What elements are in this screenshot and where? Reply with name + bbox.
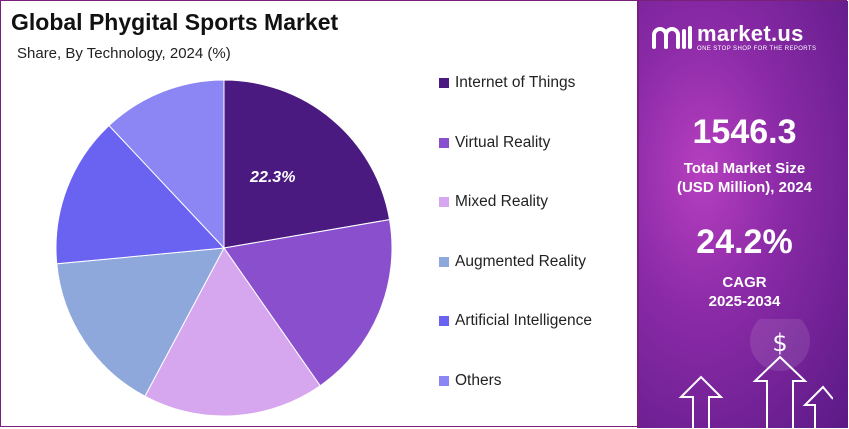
legend-swatch xyxy=(439,316,449,326)
market-us-logo-icon xyxy=(652,26,692,49)
legend-item-mixed-reality: Mixed Reality xyxy=(439,190,548,214)
brand: market.us ONE STOP SHOP FOR THE REPORTS xyxy=(651,23,816,53)
pie-slice-artificial-intelligence xyxy=(55,124,226,265)
legend-swatch xyxy=(439,197,449,207)
summary-panel: market.us ONE STOP SHOP FOR THE REPORTS … xyxy=(637,1,848,428)
legend-item-internet-of-things: Internet of Things xyxy=(439,71,575,95)
chart-subtitle: Share, By Technology, 2024 (%) xyxy=(17,45,231,62)
pie-slice-others xyxy=(108,79,225,250)
pie-slice-virtual-reality xyxy=(223,219,393,387)
legend-item-virtual-reality: Virtual Reality xyxy=(439,131,550,155)
chart-title: Global Phygital Sports Market xyxy=(11,9,339,35)
growth-arrows-dollar-icon: $ xyxy=(678,319,833,428)
cagr-label-line2: 2025-2034 xyxy=(708,293,781,310)
brand-tagline: ONE STOP SHOP FOR THE REPORTS xyxy=(697,46,817,52)
pie-slice-mixed-reality xyxy=(144,247,321,417)
pie-slice-internet-of-things xyxy=(223,79,391,249)
market-size-label-line1: Total Market Size xyxy=(683,160,806,177)
legend-label: Augmented Reality xyxy=(455,252,586,270)
legend-label: Internet of Things xyxy=(455,74,576,91)
legend-item-augmented-reality: Augmented Reality xyxy=(439,250,586,274)
legend-label: Mixed Reality xyxy=(455,193,549,210)
svg-text:$: $ xyxy=(772,329,787,357)
brand-name: market.us xyxy=(697,21,804,46)
legend-item-others: Others xyxy=(439,369,502,393)
legend-label: Virtual Reality xyxy=(455,133,551,151)
data-label-internet-of-things: 22.3% xyxy=(249,169,295,186)
legend-swatch xyxy=(439,375,449,386)
market-size-label: Total Market Size (USD Million), 2024 xyxy=(639,159,848,197)
legend-item-artificial-intelligence: Artificial Intelligence xyxy=(439,309,592,333)
cagr-label: CAGR 2025-2034 xyxy=(639,273,848,311)
cagr-value: 24.2% xyxy=(696,223,793,261)
legend-label: Artificial Intelligence xyxy=(455,312,592,329)
chart-area: Global Phygital Sports Market Share, By … xyxy=(1,1,637,428)
pie-slice-augmented-reality xyxy=(56,247,225,397)
legend-swatch xyxy=(439,78,449,88)
legend-label: Others xyxy=(455,371,502,389)
pie-chart: 22.3% xyxy=(55,79,393,417)
market-size-label-line2: (USD Million), 2024 xyxy=(676,179,813,196)
legend-swatch xyxy=(439,256,449,267)
market-size-value: 1546.3 xyxy=(692,113,797,151)
legend-swatch xyxy=(439,137,449,148)
cagr-label-line1: CAGR xyxy=(722,274,767,291)
